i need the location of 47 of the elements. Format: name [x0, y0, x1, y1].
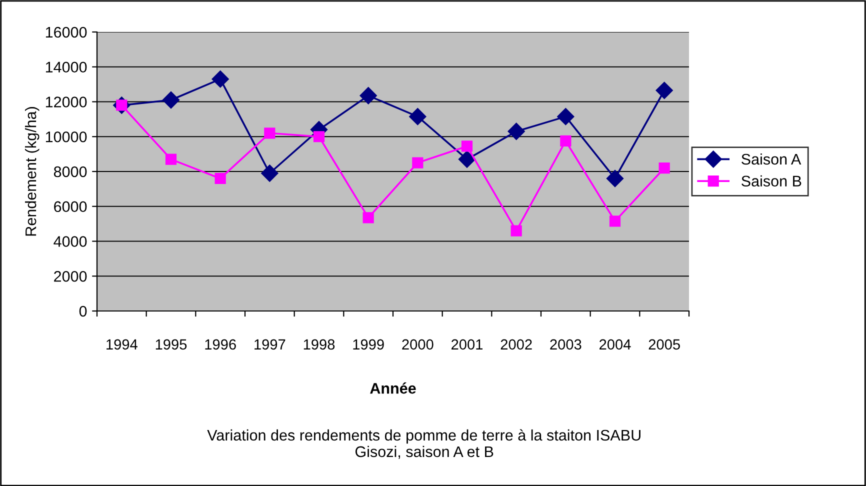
point	[409, 108, 426, 126]
point	[557, 108, 574, 126]
point	[261, 164, 278, 182]
legend-label: Saison B	[742, 175, 802, 187]
text: Variation des rendements de pomme de terre à la staiton ISABU Gisozi, saison A et B	[207, 429, 640, 459]
point	[606, 170, 624, 188]
point	[658, 162, 670, 174]
point	[162, 91, 180, 109]
point	[165, 154, 177, 165]
y-tick-label: 6000	[54, 201, 87, 212]
x-tick-label: 1999	[353, 339, 384, 350]
point	[510, 225, 522, 236]
x-tick-label: 1994	[106, 339, 138, 350]
point	[313, 131, 325, 142]
y-tick-label: 4000	[54, 236, 87, 247]
point	[412, 157, 424, 168]
point	[214, 172, 226, 184]
x-tick-label: 2002	[500, 339, 532, 350]
x-tick-label: 2005	[648, 339, 680, 350]
y-tick-label: 14000	[46, 62, 87, 73]
point	[609, 216, 621, 227]
y-tick-label: 8000	[54, 166, 87, 178]
point	[508, 122, 525, 140]
x-tick-label: 2000	[402, 339, 434, 350]
legend-label: Saison A	[742, 153, 802, 165]
x-tick-label: 1995	[156, 339, 187, 350]
y-tick-label: 10000	[46, 131, 87, 142]
x-tick-label: 1996	[205, 339, 236, 350]
x-tick-label: 2003	[550, 339, 582, 350]
y-axis-title: Rendement (kg/ha)	[25, 107, 40, 236]
point	[264, 128, 276, 139]
y-tick-label: 12000	[46, 96, 87, 108]
x-tick-label: 1997	[254, 339, 286, 350]
x-tick-label: 1998	[304, 339, 335, 350]
point	[362, 212, 374, 224]
point	[360, 87, 377, 104]
point	[458, 150, 476, 168]
x-tick-label: 2001	[452, 339, 483, 350]
point	[560, 135, 572, 147]
point	[212, 70, 229, 88]
y-tick-label: 16000	[46, 26, 87, 38]
x-axis-title: Année	[370, 382, 416, 394]
y-tick-label: 0	[79, 306, 87, 317]
x-tick-label: 2004	[600, 339, 631, 350]
y-tick-label: 2000	[54, 270, 87, 282]
point	[461, 140, 473, 152]
point	[656, 82, 673, 99]
